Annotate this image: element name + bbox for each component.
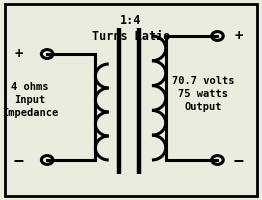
Text: 4 ohms
Input
Impedance: 4 ohms Input Impedance: [2, 82, 58, 118]
Text: −: −: [13, 151, 23, 169]
Text: +: +: [234, 29, 243, 43]
Text: +: +: [14, 47, 23, 61]
Text: −: −: [233, 151, 243, 169]
Text: 1:4
Turns Ratio: 1:4 Turns Ratio: [92, 14, 170, 43]
Text: 70.7 volts
75 watts
Output: 70.7 volts 75 watts Output: [172, 76, 234, 112]
